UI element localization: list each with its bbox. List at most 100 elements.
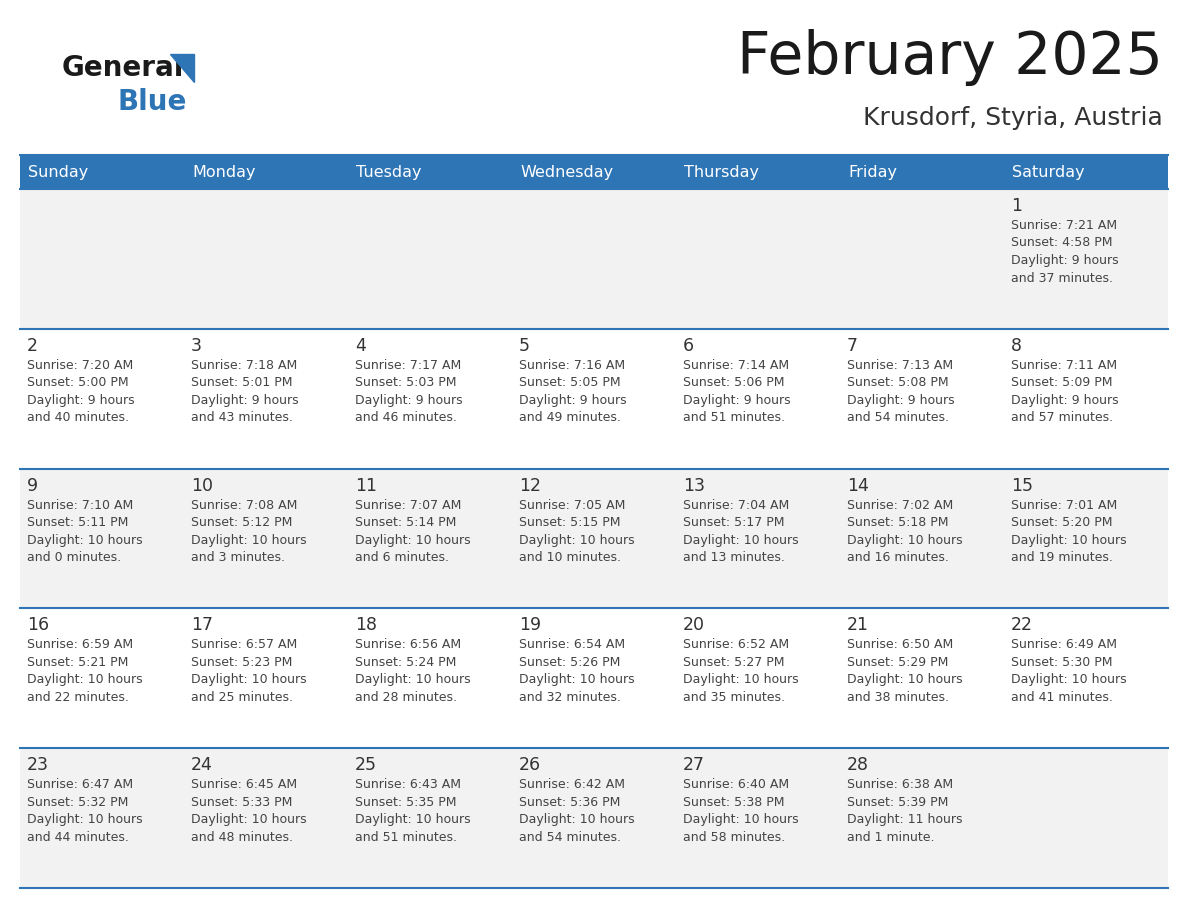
Text: Sunrise: 6:38 AM: Sunrise: 6:38 AM xyxy=(847,778,953,791)
Text: 23: 23 xyxy=(27,756,49,774)
Text: Sunset: 5:36 PM: Sunset: 5:36 PM xyxy=(519,796,620,809)
Text: Sunset: 5:08 PM: Sunset: 5:08 PM xyxy=(847,376,949,389)
Text: 9: 9 xyxy=(27,476,38,495)
Bar xyxy=(1004,155,1168,189)
Text: Daylight: 10 hours: Daylight: 10 hours xyxy=(1011,674,1126,687)
Text: Sunset: 5:35 PM: Sunset: 5:35 PM xyxy=(355,796,456,809)
Text: Sunset: 5:12 PM: Sunset: 5:12 PM xyxy=(191,516,292,529)
Text: Sunrise: 7:13 AM: Sunrise: 7:13 AM xyxy=(847,359,953,372)
Bar xyxy=(348,748,512,888)
Text: Sunset: 5:18 PM: Sunset: 5:18 PM xyxy=(847,516,948,529)
Text: and 10 minutes.: and 10 minutes. xyxy=(519,551,621,564)
Bar xyxy=(1004,609,1168,748)
Text: 7: 7 xyxy=(847,337,858,354)
Text: Sunday: Sunday xyxy=(29,164,88,180)
Text: and 38 minutes.: and 38 minutes. xyxy=(847,691,949,704)
Bar xyxy=(1004,329,1168,468)
Bar xyxy=(348,155,512,189)
Bar xyxy=(184,329,348,468)
Text: Sunrise: 7:01 AM: Sunrise: 7:01 AM xyxy=(1011,498,1117,511)
Text: 6: 6 xyxy=(683,337,694,354)
Text: Daylight: 9 hours: Daylight: 9 hours xyxy=(1011,394,1119,407)
Text: 1: 1 xyxy=(1011,197,1022,215)
Text: 27: 27 xyxy=(683,756,704,774)
Text: and 43 minutes.: and 43 minutes. xyxy=(191,411,293,424)
Text: Daylight: 10 hours: Daylight: 10 hours xyxy=(847,533,962,546)
Bar xyxy=(184,609,348,748)
Text: 12: 12 xyxy=(519,476,541,495)
Text: Daylight: 9 hours: Daylight: 9 hours xyxy=(27,394,134,407)
Bar xyxy=(840,468,1004,609)
Text: Sunrise: 7:05 AM: Sunrise: 7:05 AM xyxy=(519,498,625,511)
Text: Sunrise: 6:57 AM: Sunrise: 6:57 AM xyxy=(191,638,297,652)
Text: Thursday: Thursday xyxy=(684,164,759,180)
Text: and 57 minutes.: and 57 minutes. xyxy=(1011,411,1113,424)
Text: 16: 16 xyxy=(27,616,49,634)
Text: Sunrise: 7:16 AM: Sunrise: 7:16 AM xyxy=(519,359,625,372)
Text: Daylight: 10 hours: Daylight: 10 hours xyxy=(683,674,798,687)
Text: and 19 minutes.: and 19 minutes. xyxy=(1011,551,1113,564)
Bar xyxy=(512,329,676,468)
Text: February 2025: February 2025 xyxy=(737,29,1163,86)
Text: Daylight: 10 hours: Daylight: 10 hours xyxy=(355,674,470,687)
Text: Sunrise: 7:14 AM: Sunrise: 7:14 AM xyxy=(683,359,789,372)
Text: Sunrise: 7:10 AM: Sunrise: 7:10 AM xyxy=(27,498,133,511)
Bar xyxy=(20,189,184,329)
Bar xyxy=(676,189,840,329)
Text: Sunrise: 7:04 AM: Sunrise: 7:04 AM xyxy=(683,498,789,511)
Text: Sunset: 5:00 PM: Sunset: 5:00 PM xyxy=(27,376,128,389)
Text: 20: 20 xyxy=(683,616,704,634)
Bar xyxy=(840,155,1004,189)
Bar xyxy=(676,609,840,748)
Bar xyxy=(840,748,1004,888)
Bar xyxy=(348,609,512,748)
Text: Sunrise: 6:47 AM: Sunrise: 6:47 AM xyxy=(27,778,133,791)
Bar xyxy=(676,329,840,468)
Text: and 3 minutes.: and 3 minutes. xyxy=(191,551,285,564)
Text: Sunrise: 7:21 AM: Sunrise: 7:21 AM xyxy=(1011,219,1117,232)
Text: Sunset: 5:01 PM: Sunset: 5:01 PM xyxy=(191,376,292,389)
Text: Sunrise: 6:42 AM: Sunrise: 6:42 AM xyxy=(519,778,625,791)
Bar xyxy=(348,189,512,329)
Text: Daylight: 10 hours: Daylight: 10 hours xyxy=(355,533,470,546)
Text: Sunset: 5:24 PM: Sunset: 5:24 PM xyxy=(355,655,456,669)
Text: and 49 minutes.: and 49 minutes. xyxy=(519,411,621,424)
Text: and 44 minutes.: and 44 minutes. xyxy=(27,831,128,844)
Text: Daylight: 9 hours: Daylight: 9 hours xyxy=(847,394,955,407)
Text: 18: 18 xyxy=(355,616,377,634)
Text: Daylight: 9 hours: Daylight: 9 hours xyxy=(1011,254,1119,267)
Text: 22: 22 xyxy=(1011,616,1034,634)
Text: Daylight: 10 hours: Daylight: 10 hours xyxy=(27,533,143,546)
Bar xyxy=(20,468,184,609)
Bar xyxy=(676,155,840,189)
Text: and 1 minute.: and 1 minute. xyxy=(847,831,935,844)
Text: Daylight: 10 hours: Daylight: 10 hours xyxy=(355,813,470,826)
Bar xyxy=(840,329,1004,468)
Text: and 6 minutes.: and 6 minutes. xyxy=(355,551,449,564)
Bar xyxy=(676,748,840,888)
Text: and 32 minutes.: and 32 minutes. xyxy=(519,691,621,704)
Text: Sunset: 5:30 PM: Sunset: 5:30 PM xyxy=(1011,655,1112,669)
Bar xyxy=(184,155,348,189)
Text: Daylight: 9 hours: Daylight: 9 hours xyxy=(519,394,626,407)
Text: 26: 26 xyxy=(519,756,541,774)
Text: Sunset: 5:32 PM: Sunset: 5:32 PM xyxy=(27,796,128,809)
Text: and 25 minutes.: and 25 minutes. xyxy=(191,691,293,704)
Bar xyxy=(1004,748,1168,888)
Text: and 13 minutes.: and 13 minutes. xyxy=(683,551,785,564)
Bar xyxy=(20,748,184,888)
Text: Sunset: 5:21 PM: Sunset: 5:21 PM xyxy=(27,655,128,669)
Text: 25: 25 xyxy=(355,756,377,774)
Text: Sunrise: 6:59 AM: Sunrise: 6:59 AM xyxy=(27,638,133,652)
Text: Wednesday: Wednesday xyxy=(520,164,613,180)
Text: 8: 8 xyxy=(1011,337,1022,354)
Bar xyxy=(840,189,1004,329)
Text: Sunset: 4:58 PM: Sunset: 4:58 PM xyxy=(1011,237,1112,250)
Polygon shape xyxy=(170,54,194,82)
Text: Monday: Monday xyxy=(192,164,255,180)
Text: Sunrise: 7:08 AM: Sunrise: 7:08 AM xyxy=(191,498,297,511)
Text: and 48 minutes.: and 48 minutes. xyxy=(191,831,293,844)
Bar xyxy=(512,748,676,888)
Text: Sunrise: 6:49 AM: Sunrise: 6:49 AM xyxy=(1011,638,1117,652)
Text: Sunrise: 6:52 AM: Sunrise: 6:52 AM xyxy=(683,638,789,652)
